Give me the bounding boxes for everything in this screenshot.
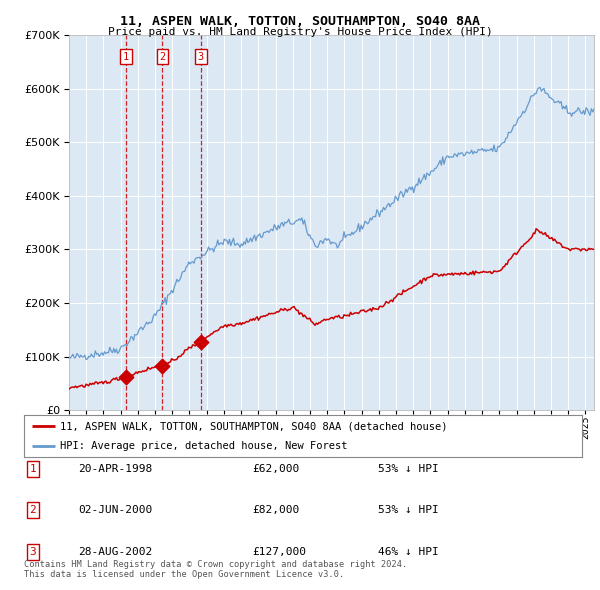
Point [196, 337, 206, 347]
Text: 53% ↓ HPI: 53% ↓ HPI [378, 464, 439, 474]
Text: 53% ↓ HPI: 53% ↓ HPI [378, 506, 439, 515]
Point [121, 372, 131, 382]
Text: 11, ASPEN WALK, TOTTON, SOUTHAMPTON, SO40 8AA: 11, ASPEN WALK, TOTTON, SOUTHAMPTON, SO4… [120, 15, 480, 28]
Text: 02-JUN-2000: 02-JUN-2000 [78, 506, 152, 515]
Text: 46% ↓ HPI: 46% ↓ HPI [378, 547, 439, 556]
Text: £62,000: £62,000 [252, 464, 299, 474]
Text: 28-AUG-2002: 28-AUG-2002 [78, 547, 152, 556]
Text: 3: 3 [29, 547, 37, 556]
Text: 2: 2 [29, 506, 37, 515]
Text: £82,000: £82,000 [252, 506, 299, 515]
Text: £127,000: £127,000 [252, 547, 306, 556]
Text: 20-APR-1998: 20-APR-1998 [78, 464, 152, 474]
Text: Price paid vs. HM Land Registry's House Price Index (HPI): Price paid vs. HM Land Registry's House … [107, 27, 493, 37]
Text: Contains HM Land Registry data © Crown copyright and database right 2024.
This d: Contains HM Land Registry data © Crown c… [24, 560, 407, 579]
Text: 1: 1 [122, 52, 129, 62]
Text: 3: 3 [198, 52, 204, 62]
Text: 11, ASPEN WALK, TOTTON, SOUTHAMPTON, SO40 8AA (detached house): 11, ASPEN WALK, TOTTON, SOUTHAMPTON, SO4… [60, 421, 448, 431]
Text: 1: 1 [29, 464, 37, 474]
Text: 2: 2 [159, 52, 166, 62]
Text: HPI: Average price, detached house, New Forest: HPI: Average price, detached house, New … [60, 441, 348, 451]
Point [157, 362, 167, 371]
